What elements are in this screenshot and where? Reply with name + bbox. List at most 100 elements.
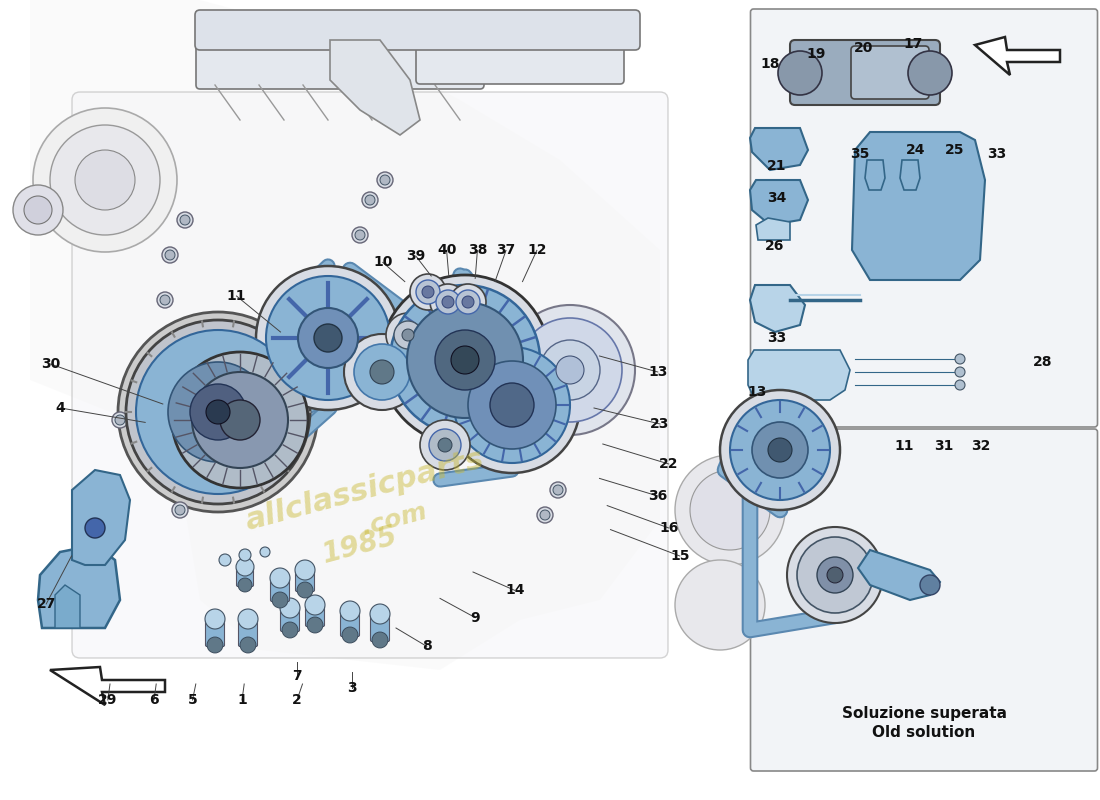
Circle shape: [429, 429, 461, 461]
Circle shape: [260, 547, 270, 557]
Circle shape: [372, 632, 388, 648]
Circle shape: [205, 609, 225, 629]
Circle shape: [172, 352, 308, 488]
Circle shape: [955, 367, 965, 377]
Polygon shape: [50, 667, 165, 705]
Circle shape: [50, 125, 160, 235]
Text: Soluzione superata
Old solution: Soluzione superata Old solution: [842, 706, 1006, 740]
Text: 24: 24: [905, 143, 925, 158]
Circle shape: [112, 412, 128, 428]
Text: 13: 13: [648, 365, 668, 379]
Circle shape: [256, 266, 400, 410]
Text: 21: 21: [767, 159, 786, 174]
Circle shape: [379, 175, 390, 185]
Circle shape: [238, 578, 252, 592]
Circle shape: [720, 390, 840, 510]
Circle shape: [152, 462, 168, 478]
Text: 2: 2: [293, 693, 301, 707]
Circle shape: [827, 567, 843, 583]
Circle shape: [370, 360, 394, 384]
FancyBboxPatch shape: [196, 36, 484, 89]
Text: 17: 17: [903, 37, 923, 51]
Circle shape: [365, 195, 375, 205]
Text: 1985: 1985: [319, 522, 400, 569]
Polygon shape: [750, 128, 808, 170]
Circle shape: [540, 340, 600, 400]
Circle shape: [553, 485, 563, 495]
Circle shape: [462, 296, 474, 308]
Circle shape: [362, 192, 378, 208]
Circle shape: [180, 215, 190, 225]
Text: 25: 25: [945, 143, 965, 158]
Circle shape: [430, 284, 466, 320]
Circle shape: [675, 455, 785, 565]
Text: 33: 33: [987, 146, 1007, 161]
Text: 11: 11: [894, 439, 914, 454]
Text: 11: 11: [227, 289, 246, 303]
Circle shape: [451, 346, 478, 374]
Circle shape: [422, 286, 435, 298]
Polygon shape: [852, 132, 984, 280]
Circle shape: [386, 313, 430, 357]
Circle shape: [450, 284, 486, 320]
Text: 1: 1: [238, 693, 246, 707]
Circle shape: [920, 575, 940, 595]
Circle shape: [442, 296, 454, 308]
Circle shape: [295, 560, 315, 580]
FancyBboxPatch shape: [371, 614, 389, 642]
Circle shape: [270, 568, 290, 588]
Text: 26: 26: [764, 239, 784, 254]
Text: 12: 12: [527, 243, 547, 258]
Circle shape: [798, 537, 873, 613]
Circle shape: [172, 502, 188, 518]
Circle shape: [377, 172, 393, 188]
Circle shape: [540, 510, 550, 520]
Circle shape: [33, 108, 177, 252]
Polygon shape: [975, 37, 1060, 75]
Circle shape: [85, 518, 104, 538]
Circle shape: [240, 637, 256, 653]
Circle shape: [690, 470, 770, 550]
Circle shape: [352, 227, 368, 243]
Text: 9: 9: [471, 610, 480, 625]
Text: 13: 13: [747, 385, 767, 399]
Circle shape: [370, 604, 390, 624]
Circle shape: [436, 290, 460, 314]
Text: 40: 40: [437, 243, 456, 258]
Text: 8: 8: [422, 639, 431, 654]
Circle shape: [157, 292, 173, 308]
Circle shape: [118, 312, 318, 512]
Circle shape: [136, 330, 300, 494]
Circle shape: [786, 527, 883, 623]
Circle shape: [272, 592, 288, 608]
Circle shape: [192, 372, 288, 468]
Circle shape: [236, 558, 254, 576]
Circle shape: [438, 438, 452, 452]
Polygon shape: [756, 218, 790, 240]
Circle shape: [314, 324, 342, 352]
Circle shape: [298, 308, 358, 368]
Text: 22: 22: [659, 457, 679, 471]
Text: 36: 36: [648, 489, 668, 503]
Circle shape: [75, 150, 135, 210]
Text: 33: 33: [767, 330, 786, 345]
Circle shape: [518, 318, 622, 422]
Text: 28: 28: [1033, 354, 1053, 369]
Text: 7: 7: [293, 669, 301, 683]
Circle shape: [752, 422, 808, 478]
Circle shape: [394, 321, 422, 349]
Circle shape: [355, 230, 365, 240]
Circle shape: [817, 557, 852, 593]
Text: 6: 6: [150, 693, 158, 707]
Circle shape: [354, 344, 410, 400]
FancyBboxPatch shape: [195, 10, 640, 50]
FancyBboxPatch shape: [236, 567, 253, 586]
Circle shape: [13, 185, 63, 235]
Polygon shape: [30, 0, 660, 670]
Circle shape: [220, 400, 260, 440]
Circle shape: [266, 276, 390, 400]
Circle shape: [342, 627, 358, 643]
FancyBboxPatch shape: [750, 429, 1098, 771]
Text: 23: 23: [650, 417, 670, 431]
Polygon shape: [330, 40, 420, 135]
